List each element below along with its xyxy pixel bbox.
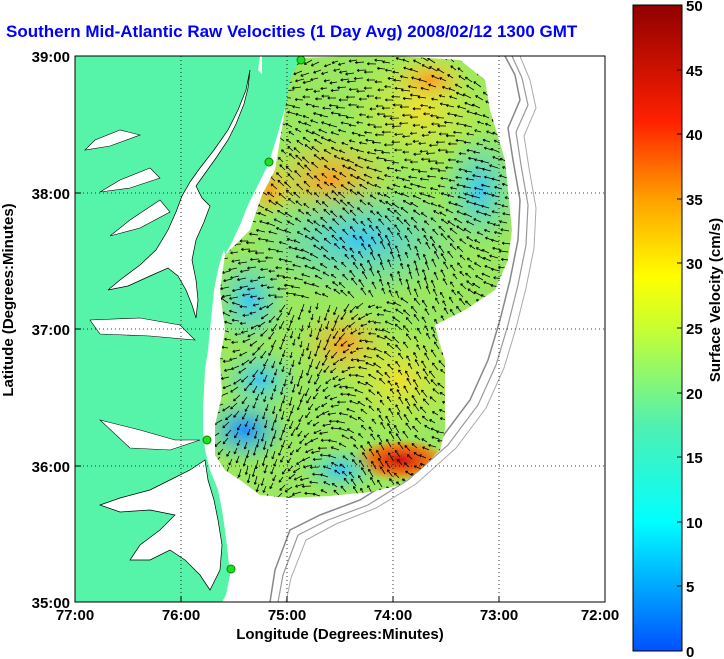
- x-axis-label: Longitude (Degrees:Minutes): [236, 626, 444, 643]
- land-delmarva: [205, 56, 300, 255]
- colorbar-ticks: 0 5 10 15 20 25 30 35 40 45 50: [686, 0, 703, 659]
- colorbar-tick-label: 30: [686, 256, 703, 273]
- radar-station: [264, 157, 274, 167]
- colorbar-tick-label: 40: [686, 127, 703, 144]
- y-tick-label: 39:00: [32, 49, 70, 66]
- y-tick-label: 38:00: [32, 186, 70, 203]
- velocity-arrows: [215, 56, 512, 498]
- x-tick-label: 72:00: [581, 607, 619, 624]
- pamlico-sound: [98, 459, 223, 591]
- x-tick-label: 77:00: [56, 607, 94, 624]
- colorbar-tick-label: 35: [686, 192, 703, 209]
- chesapeake-bay: [107, 69, 251, 319]
- colorbar-tick-label: 25: [686, 321, 703, 338]
- colorbar-tick-label: 15: [686, 450, 703, 467]
- radar-station: [226, 564, 236, 574]
- map-title: Southern Mid-Atlantic Raw Velocities (1 …: [6, 22, 578, 41]
- radar-station: [296, 56, 306, 65]
- colorbar-tick-label: 50: [686, 0, 703, 15]
- colorbar-tick-label: 0: [686, 644, 694, 659]
- x-tick-label: 75:00: [268, 607, 306, 624]
- y-axis-label: Latitude (Degrees:Minutes): [0, 203, 17, 396]
- colorbar: [632, 4, 683, 652]
- x-tick-label: 74:00: [374, 607, 412, 624]
- x-tick-label: 76:00: [162, 607, 200, 624]
- radar-station: [202, 435, 212, 445]
- y-tick-label: 37:00: [32, 322, 70, 339]
- x-tick-label: 73:00: [480, 607, 518, 624]
- y-tick-label: 35:00: [32, 595, 70, 612]
- colorbar-tick-label: 20: [686, 386, 703, 403]
- colorbar-tick-label: 45: [686, 63, 703, 80]
- y-tick-label: 36:00: [32, 459, 70, 476]
- colorbar-tick-label: 10: [686, 515, 703, 532]
- colorbar-label: Surface Velocity (cm/s): [707, 218, 724, 382]
- colorbar-tick-label: 5: [686, 579, 694, 596]
